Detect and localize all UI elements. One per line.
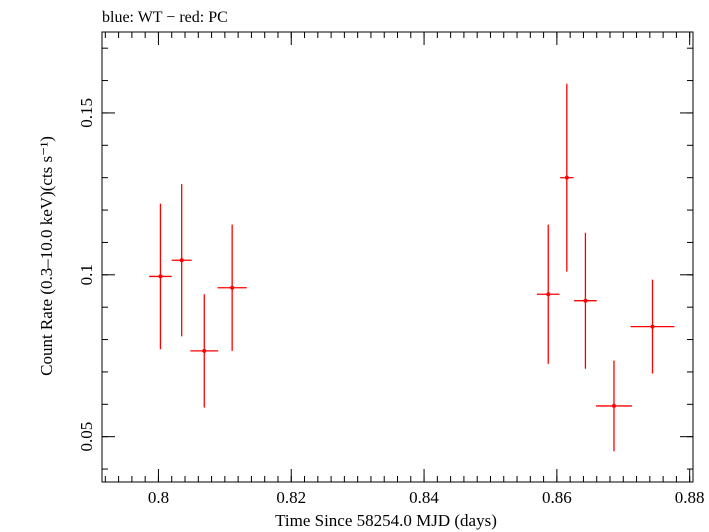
- data-points: [149, 83, 675, 452]
- data-point: [171, 184, 192, 337]
- point-marker: [650, 324, 655, 329]
- point-marker: [564, 175, 569, 180]
- point-marker: [230, 285, 235, 290]
- point-marker: [202, 348, 207, 353]
- plot-frame: [101, 31, 694, 483]
- x-tick-label: 0.88: [675, 488, 705, 507]
- chart-title: blue: WT − red: PC: [102, 9, 228, 26]
- x-tick-label: 0.84: [409, 488, 439, 507]
- x-tick-label: 0.8: [148, 488, 169, 507]
- data-point: [190, 294, 219, 408]
- y-axis-label: Count Rate (0.3–10.0 keV)(cts s⁻¹): [37, 136, 56, 376]
- point-marker: [546, 292, 551, 297]
- y-tick-label: 0.15: [77, 98, 96, 128]
- data-point: [574, 232, 597, 369]
- axis-ticks: [102, 32, 693, 482]
- point-marker: [611, 403, 616, 408]
- data-point: [560, 83, 574, 272]
- data-point: [630, 279, 675, 374]
- data-point: [149, 203, 172, 350]
- data-point: [536, 224, 560, 364]
- point-marker: [583, 298, 588, 303]
- point-marker: [179, 258, 184, 263]
- y-tick-label: 0.1: [77, 264, 96, 285]
- x-tick-label: 0.82: [276, 488, 306, 507]
- x-axis-label: Time Since 58254.0 MJD (days): [275, 511, 497, 530]
- tick-labels: 0.8 0.82 0.84 0.86 0.88 0.05 0.1 0.15: [77, 98, 705, 507]
- y-tick-label: 0.05: [77, 422, 96, 452]
- data-point: [217, 224, 247, 351]
- data-point: [596, 360, 632, 452]
- point-marker: [158, 274, 163, 279]
- x-tick-label: 0.86: [542, 488, 572, 507]
